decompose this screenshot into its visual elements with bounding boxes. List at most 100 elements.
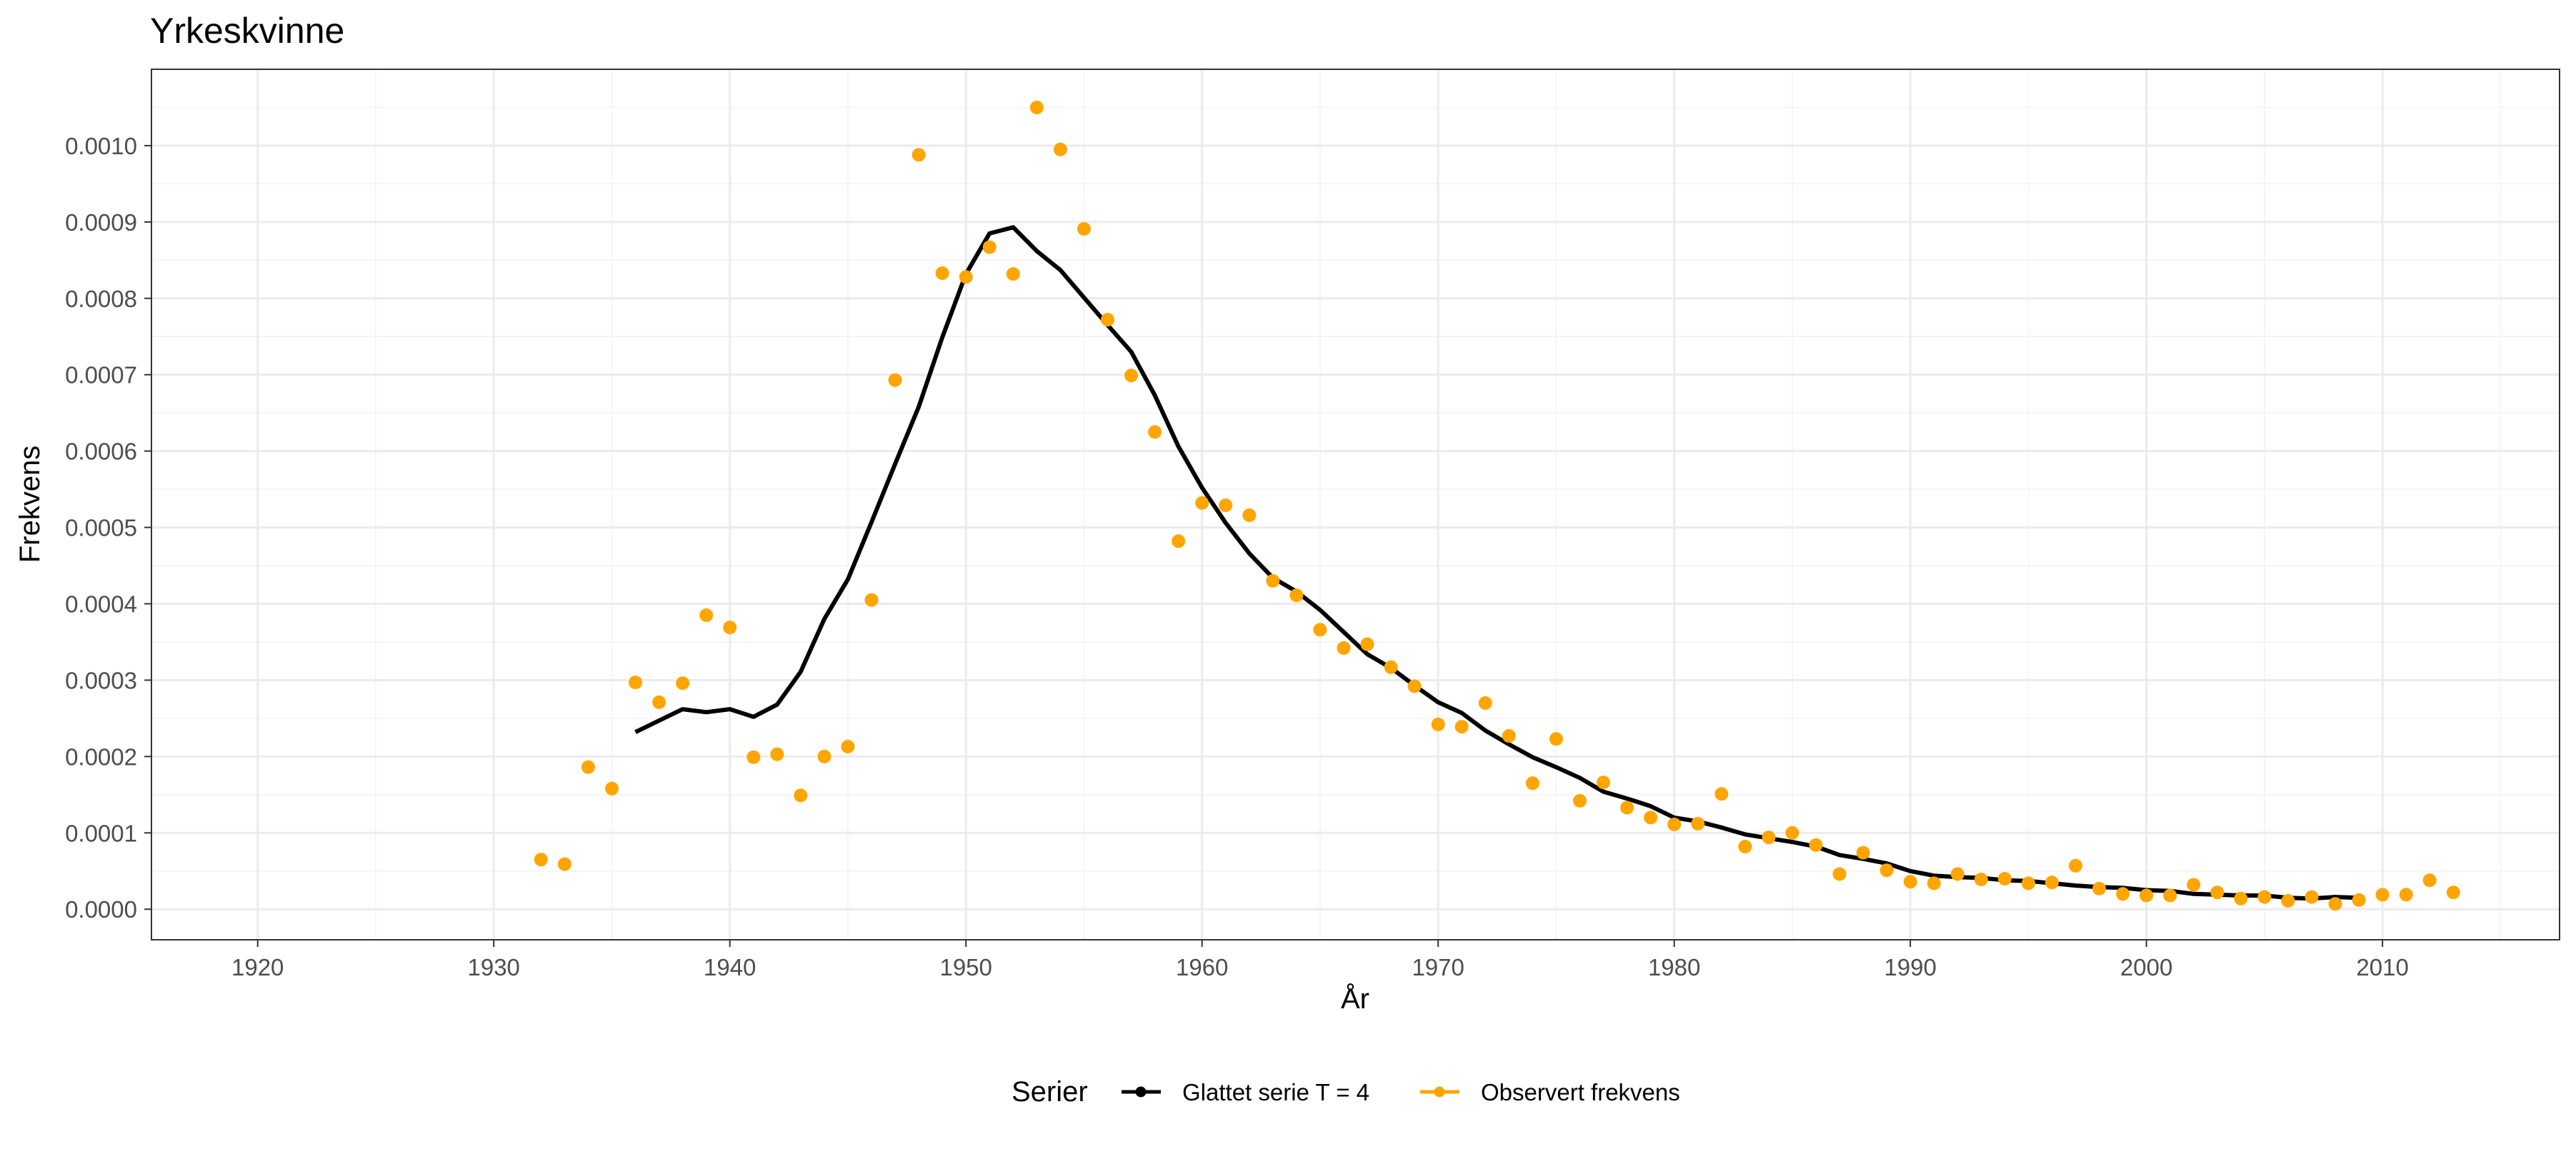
axes: 1920 1930 1940 1950 1960 1970 1980 1990 2000 2010…	[65, 133, 2409, 980]
y-tick-label: 0.0009	[65, 209, 137, 236]
observed-point	[935, 266, 949, 280]
legend-title: Serier	[1012, 1076, 1088, 1108]
observed-point	[982, 240, 997, 254]
observed-point	[699, 608, 714, 622]
observed-point	[1124, 368, 1138, 383]
observed-point	[2069, 858, 2082, 873]
legend-label-observed: Observert frekvens	[1481, 1079, 1680, 1105]
observed-point	[1407, 679, 1422, 693]
observed-point	[629, 676, 642, 690]
x-tick-label: 2010	[2356, 954, 2408, 980]
chart-title: Yrkeskvinne	[150, 11, 344, 51]
observed-point	[1077, 222, 1091, 236]
observed-point	[1478, 696, 1492, 710]
observed-point	[1573, 793, 1587, 808]
observed-point	[2021, 876, 2035, 890]
observed-point	[770, 747, 784, 761]
observed-point	[1620, 801, 1634, 815]
observed-point	[652, 695, 667, 709]
y-tick-label: 0.0006	[65, 438, 137, 465]
observed-point	[794, 788, 808, 803]
observed-point	[676, 676, 690, 691]
observed-point	[912, 148, 926, 162]
observed-point	[1289, 588, 1304, 603]
observed-point	[723, 621, 737, 635]
observed-point	[747, 750, 761, 764]
observed-point	[1809, 838, 1823, 852]
smoothed-series-layer	[634, 225, 2360, 901]
observed-point	[1219, 498, 1233, 513]
observed-point	[1384, 660, 1398, 674]
observed-point	[2140, 888, 2154, 903]
observed-point	[2210, 885, 2225, 900]
observed-point	[1832, 867, 1847, 881]
observed-point	[2399, 888, 2413, 902]
y-tick-label: 0.0004	[65, 591, 137, 618]
observed-point	[1313, 623, 1327, 637]
observed-point	[1525, 776, 1539, 791]
observed-point	[817, 749, 832, 763]
observed-point	[1903, 875, 1917, 889]
observed-point	[2045, 875, 2059, 890]
observed-point	[1950, 867, 1965, 881]
observed-point	[1856, 846, 1870, 860]
observed-point	[2446, 885, 2460, 900]
observed-point	[1029, 101, 1044, 114]
observed-point	[1879, 863, 1894, 878]
observed-point	[1762, 831, 1776, 845]
x-tick-label: 1940	[704, 954, 756, 980]
observed-point	[1053, 142, 1067, 156]
observed-point	[1148, 425, 1162, 439]
y-tick-label: 0.0007	[65, 362, 137, 388]
y-axis-title: Frekvens	[14, 446, 46, 563]
observed-point	[1714, 787, 1729, 801]
x-tick-label: 1970	[1412, 954, 1464, 980]
x-tick-label: 1990	[1884, 954, 1936, 980]
observed-point	[1242, 508, 1257, 522]
plot-panel-border	[151, 69, 2560, 940]
y-tick-label: 0.0008	[65, 286, 137, 312]
observed-point	[1997, 872, 2012, 885]
y-tick-label: 0.0003	[65, 667, 137, 693]
legend-key-smoothed	[1122, 1086, 1161, 1098]
observed-point	[2163, 888, 2177, 903]
observed-point	[1974, 873, 1988, 886]
observed-point	[1502, 729, 1516, 743]
observed-point	[1667, 818, 1682, 831]
x-axis-title: År	[1341, 983, 1369, 1015]
observed-point	[1927, 876, 1941, 890]
observed-point	[1597, 776, 1610, 790]
observed-point	[2352, 893, 2366, 907]
legend: Serier Glattet serie T = 4 Observert fre…	[1012, 1076, 1680, 1108]
observed-point	[605, 781, 619, 796]
observed-point	[2257, 890, 2272, 904]
observed-point	[1691, 817, 1705, 831]
observed-point	[534, 853, 548, 867]
observed-point	[864, 593, 879, 607]
gridlines	[151, 69, 2560, 940]
plot-panel-background	[151, 69, 2560, 940]
legend-key-observed	[1420, 1086, 1459, 1098]
x-tick-label: 1960	[1176, 954, 1228, 980]
observed-point	[2092, 881, 2106, 895]
observed-point	[1644, 811, 1658, 825]
x-tick-label: 1920	[231, 954, 284, 980]
observed-point	[888, 373, 902, 387]
y-tick-label: 0.0010	[65, 133, 137, 159]
x-tick-label: 2000	[2120, 954, 2172, 980]
observed-point	[1431, 718, 1445, 731]
observed-point	[1549, 732, 1563, 746]
observed-point	[2116, 887, 2130, 901]
smoothed-series-line	[634, 225, 2360, 901]
observed-point	[557, 857, 571, 871]
observed-point	[2305, 890, 2319, 904]
observed-point	[1738, 840, 1752, 853]
observed-point	[2187, 878, 2201, 892]
y-tick-label: 0.0000	[65, 896, 137, 923]
observed-point	[581, 760, 595, 774]
observed-point	[959, 270, 973, 284]
observed-point	[2234, 891, 2248, 905]
observed-point	[1360, 637, 1374, 651]
y-tick-label: 0.0001	[65, 820, 137, 846]
